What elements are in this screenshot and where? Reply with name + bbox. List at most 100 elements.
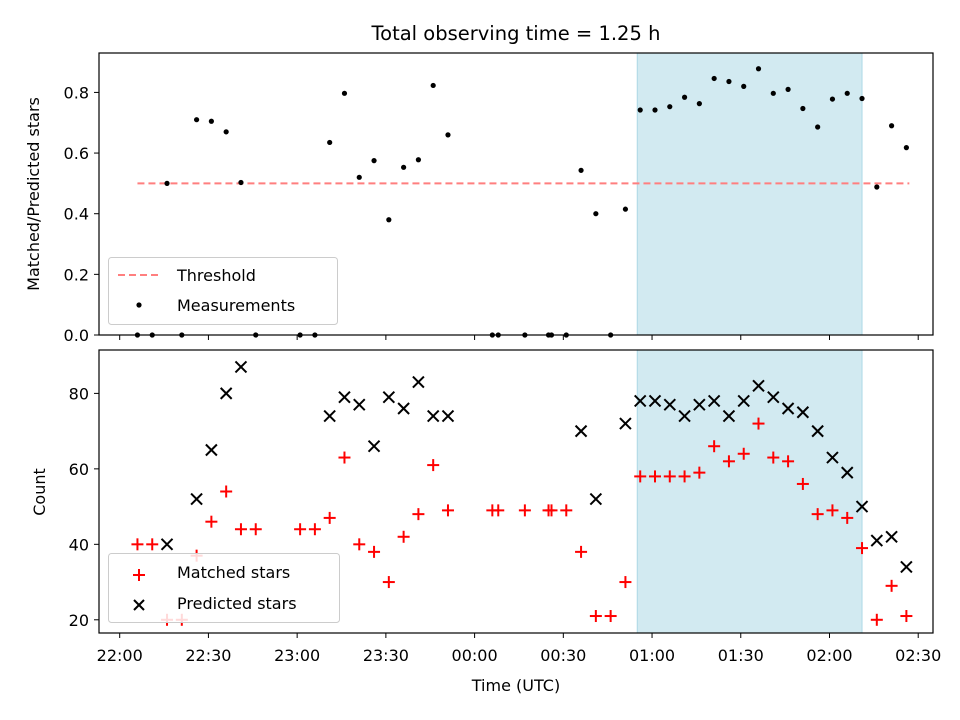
matched-star-point-12	[338, 451, 351, 464]
x-tick-label-9: 02:30	[895, 646, 941, 665]
measurement-point-26	[578, 167, 584, 173]
x-tick-label-6: 01:00	[629, 646, 675, 665]
matched-star-point-48	[900, 610, 913, 623]
matched-star-point-17	[412, 508, 425, 521]
ratio-x-ticks	[119, 335, 919, 340]
predicted-star-point-30-b	[826, 451, 839, 464]
predicted-star-point-26	[767, 390, 780, 404]
predicted-star-point-34	[885, 530, 898, 543]
predicted-star-point-2-b	[205, 443, 218, 457]
predicted-star-point-24-b	[737, 394, 750, 408]
predicted-star-point-26-b	[767, 390, 780, 404]
matched-star-point-47	[885, 579, 898, 592]
measurement-point-27	[593, 211, 599, 217]
measurement-point-48	[903, 145, 909, 151]
predicted-star-point-3	[219, 387, 233, 400]
matched-star-point-24	[545, 504, 558, 517]
count-y-tick-label-2: 60	[69, 460, 89, 479]
predicted-star-point-19	[663, 398, 676, 411]
matched-star-point-36	[722, 455, 735, 468]
matched-star-point-18	[427, 459, 440, 472]
ratio-legend-box	[108, 257, 338, 325]
count-x-ticks: 22:00 22:30 23:00 23:30 00:00 00:30 01:00 01:30…	[97, 633, 941, 665]
predicted-star-point-9-b	[382, 390, 396, 404]
measurement-point-4	[193, 117, 200, 123]
measurement-point-45	[859, 95, 865, 102]
legend-predicted-swatch	[133, 599, 145, 611]
matched-star-point-38	[752, 417, 765, 430]
matched-star-point-26	[575, 545, 588, 558]
predicted-star-point-14	[574, 424, 588, 438]
measurement-point-40	[785, 86, 791, 92]
predicted-star-point-13	[441, 409, 455, 423]
matched-star-point-41	[796, 477, 809, 490]
matched-star-point-0	[131, 538, 144, 551]
predicted-star-point-7	[353, 398, 366, 411]
measurement-point-37	[741, 83, 747, 89]
count-panel: 20 40 60 80 22:00 22:30 23:00 23:30 00:00 00:30 0…	[30, 349, 941, 695]
matched-star-point-31	[649, 470, 661, 483]
x-tick-label-8: 02:00	[806, 646, 852, 665]
predicted-star-point-1	[190, 492, 203, 506]
measurement-point-35	[711, 75, 717, 82]
predicted-star-point-15-b	[589, 492, 603, 506]
measurement-point-19	[445, 132, 451, 138]
predicted-star-point-8-b	[367, 440, 381, 453]
predicted-star-point-14-b	[574, 424, 588, 438]
ratio-panel: 0.00.20.40.60.8 Matched/Predicted stars …	[24, 52, 934, 345]
predicted-star-point-4	[234, 360, 248, 374]
matched-star-point-29	[619, 576, 632, 589]
matched-stars-points	[131, 417, 913, 626]
matched-star-point-8	[249, 523, 262, 536]
matched-star-point-27	[589, 610, 602, 623]
ratio-y-tick-label-4: 0.8	[64, 83, 89, 102]
measurement-point-29	[622, 206, 629, 212]
measurement-point-14	[371, 158, 377, 164]
ratio-panel-frame	[98, 52, 934, 336]
measurement-point-7	[238, 179, 244, 186]
predicted-star-point-20-b	[678, 409, 691, 423]
matched-star-point-7	[234, 523, 247, 536]
predicted-star-point-24	[737, 394, 750, 408]
predicted-star-point-10-b	[397, 402, 410, 415]
legend-measurements-swatch	[136, 302, 142, 308]
predicted-star-point-12	[426, 409, 440, 423]
chart-title: Total observing time = 1.25 h	[371, 22, 661, 45]
predicted-star-point-1-b	[190, 492, 203, 506]
predicted-star-point-31	[841, 466, 854, 479]
measurement-point-12	[341, 90, 348, 96]
predicted-star-point-17-b	[634, 394, 647, 408]
predicted-star-point-30	[826, 451, 839, 464]
measurement-point-47	[888, 123, 895, 129]
ratio-y-tick-label-1: 0.2	[64, 265, 89, 284]
matched-star-point-19	[441, 504, 454, 517]
matched-star-point-43	[826, 504, 839, 517]
measurement-point-2	[164, 180, 170, 186]
predicted-star-point-29	[811, 424, 824, 438]
count-legend-box	[108, 553, 340, 623]
matched-star-point-45	[856, 542, 869, 555]
measurement-point-16	[401, 164, 407, 170]
count-shaded-span	[636, 349, 863, 634]
measurement-point-5	[208, 118, 214, 124]
x-tick-label-2: 23:00	[274, 646, 320, 665]
predicted-star-point-6-b	[338, 390, 351, 404]
predicted-star-point-29-b	[811, 424, 824, 438]
count-y-tick-label-3: 80	[69, 384, 89, 403]
legend-threshold-label: Threshold	[176, 266, 256, 285]
predicted-star-point-21-b	[693, 398, 706, 411]
legend-matched-swatch	[133, 569, 145, 581]
predicted-star-point-8	[367, 440, 381, 453]
count-panel-frame	[98, 349, 934, 634]
matched-star-point-16	[397, 530, 410, 543]
predicted-star-point-32	[855, 500, 869, 513]
predicted-stars-points	[160, 360, 913, 574]
predicted-star-point-25-b	[752, 379, 765, 393]
measurement-point-33	[681, 94, 688, 100]
matched-star-point-34	[693, 466, 706, 479]
predicted-star-point-27	[781, 402, 795, 415]
matched-star-point-44	[841, 511, 854, 524]
predicted-star-point-5	[323, 409, 336, 423]
measurement-point-15	[386, 217, 392, 223]
x-tick-label-1: 22:30	[185, 646, 231, 665]
